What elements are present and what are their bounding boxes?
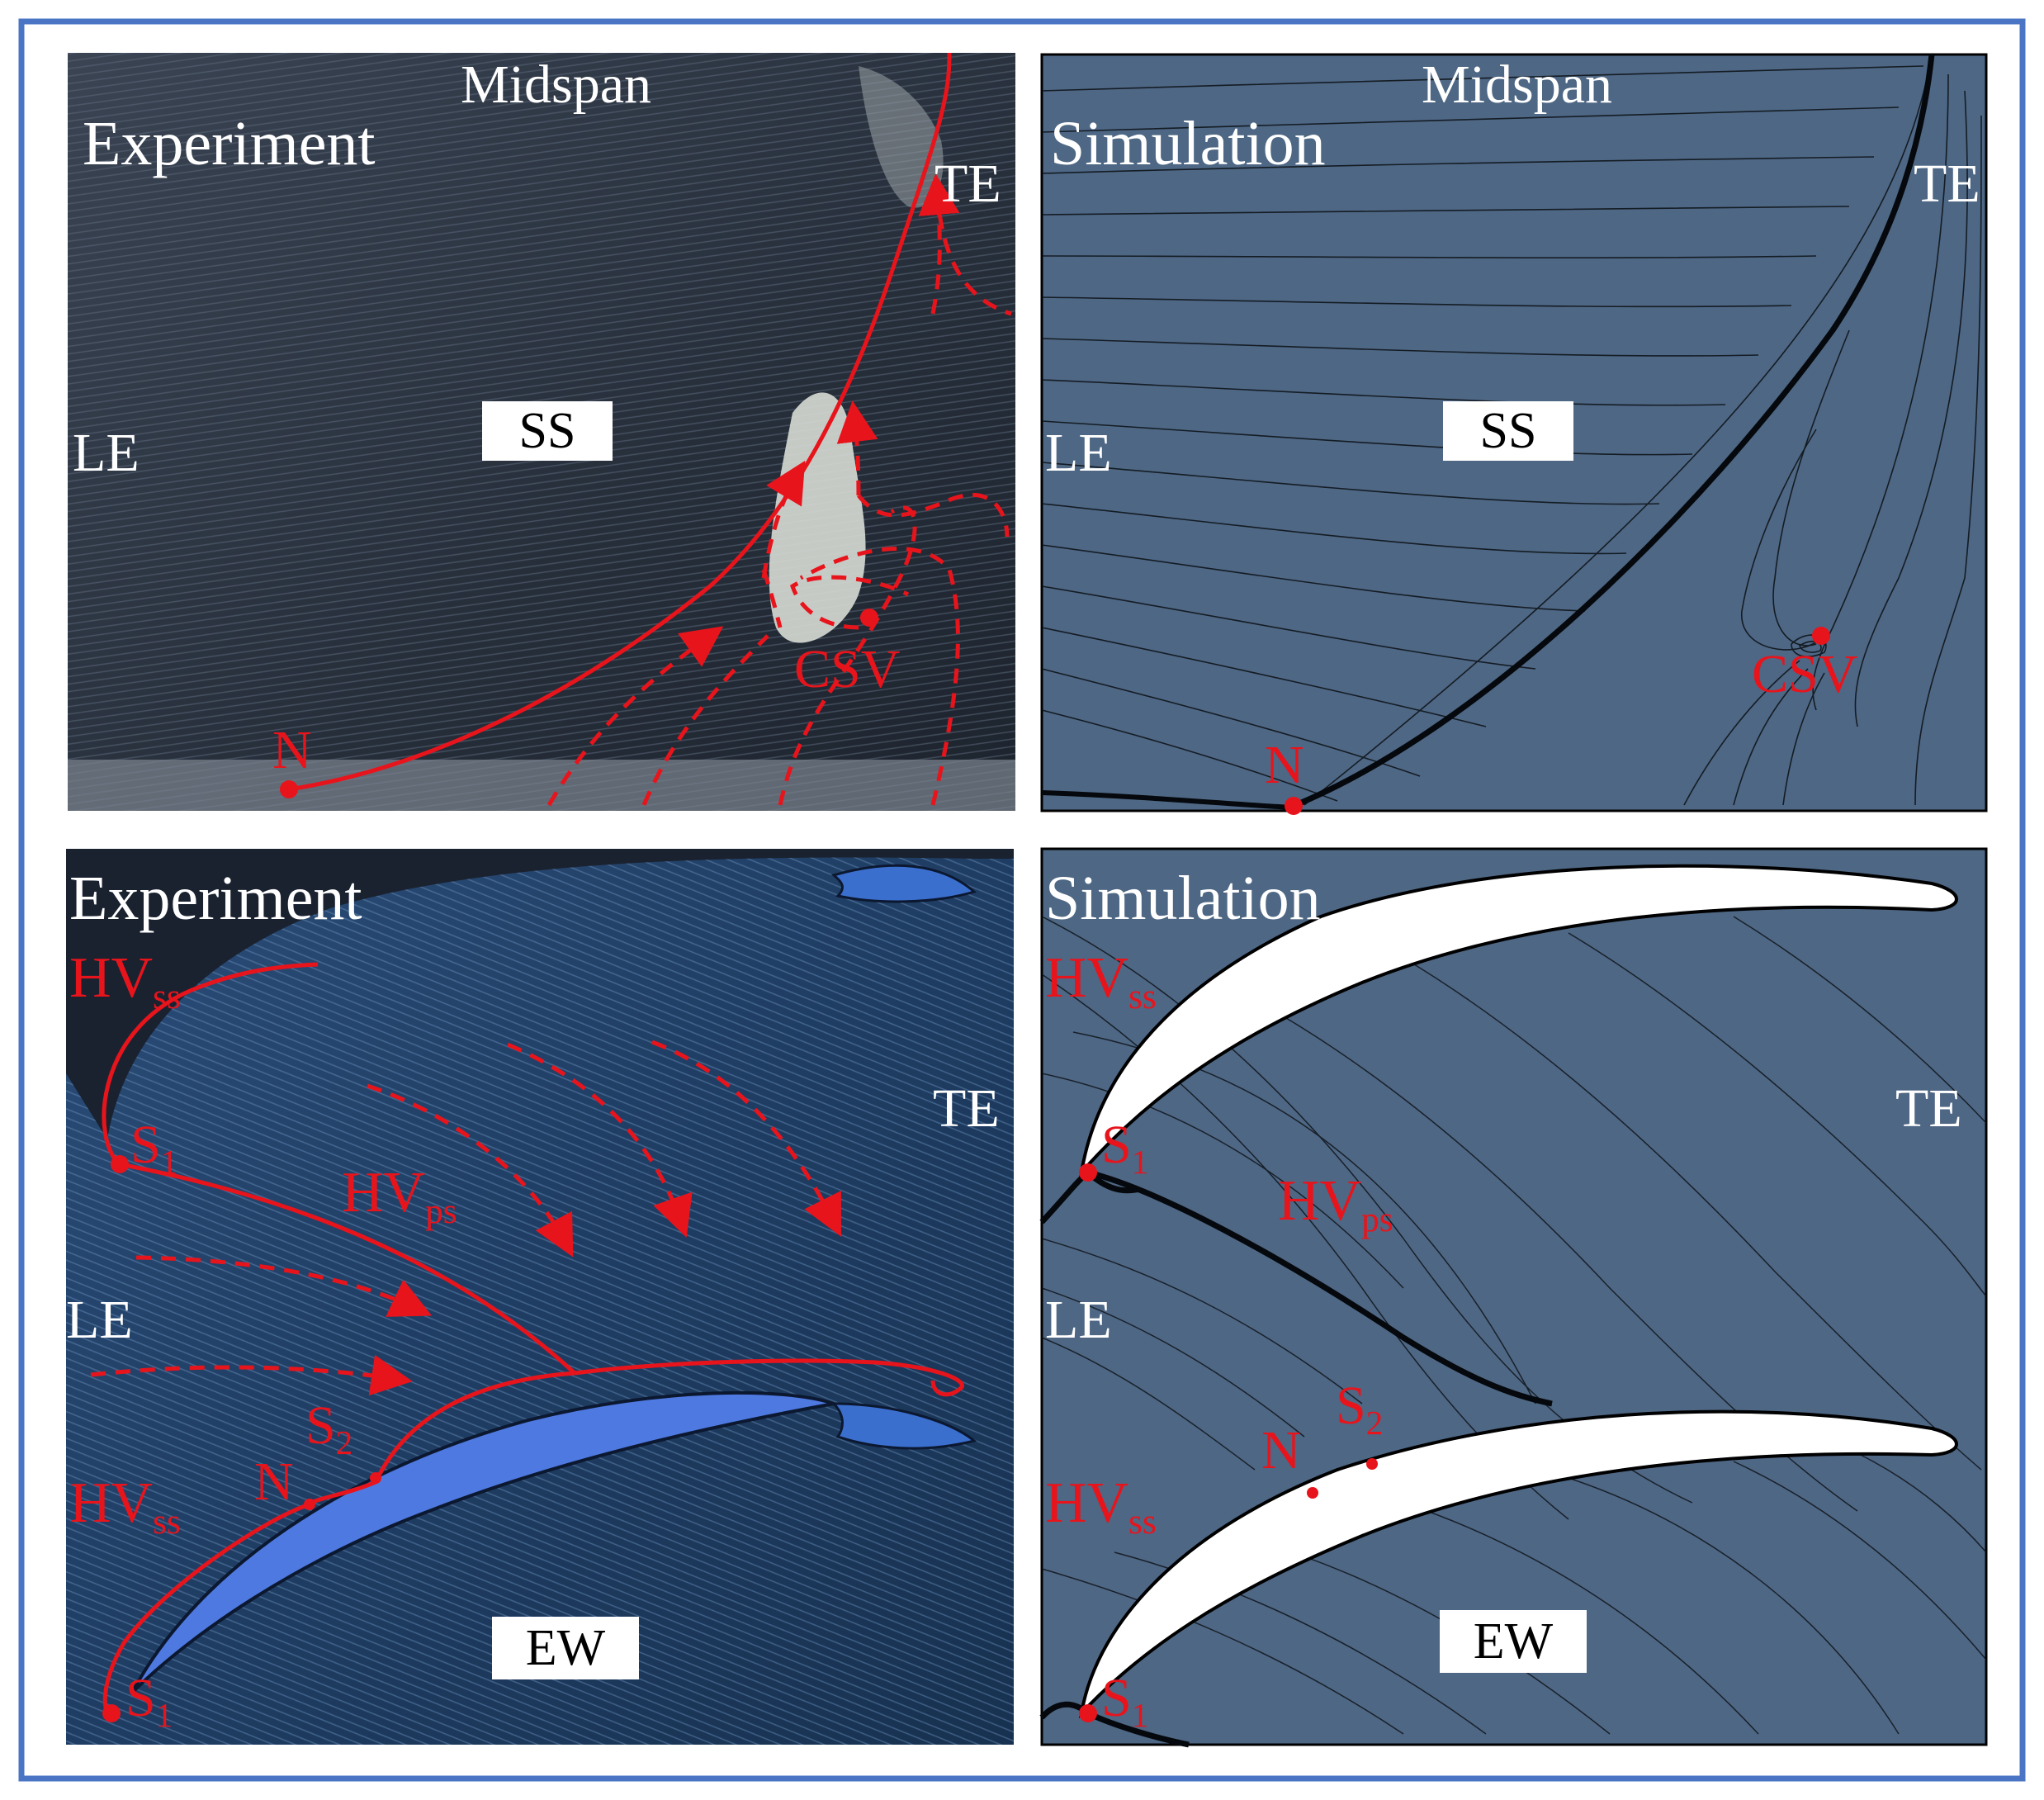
- bl-ew-badge: EW: [492, 1617, 639, 1679]
- panel-top-left-graphics: [68, 52, 1015, 811]
- br-upper-blade: [1078, 864, 1958, 1178]
- tr-te-label: TE: [1914, 154, 1980, 214]
- tl-white-deposit: [769, 392, 866, 643]
- bl-n-label: N: [254, 1452, 294, 1512]
- tl-separation-line: [288, 52, 952, 792]
- bl-upper-blade-te: [830, 864, 977, 903]
- bl-s1-lower-main: S: [125, 1668, 156, 1728]
- br-hv-ss-lower-sub: ss: [1128, 1501, 1157, 1542]
- bl-hv-ps-sub: ps: [425, 1191, 457, 1231]
- tl-ss-text: SS: [518, 402, 576, 459]
- tr-le-label: LE: [1045, 423, 1112, 483]
- tr-midspan-label: Midspan: [1422, 54, 1612, 115]
- br-hv-ss-upper-sub: ss: [1128, 976, 1157, 1016]
- br-hv-ps-label: HVps: [1278, 1169, 1393, 1238]
- bl-s1-upper-main: S: [130, 1115, 161, 1175]
- panel-bottom-left-graphics: [66, 849, 1014, 1745]
- bl-s1-lower-label: S1: [125, 1668, 173, 1733]
- tl-le-label: LE: [73, 423, 140, 483]
- tr-separation-line: [1292, 54, 1935, 809]
- bl-te-label: TE: [933, 1078, 1000, 1139]
- tl-ss-badge: SS: [482, 401, 613, 461]
- bl-ew-text: EW: [525, 1619, 606, 1676]
- tl-n-label: N: [272, 720, 312, 780]
- br-s1-upper-label: S1: [1101, 1115, 1148, 1180]
- bl-hv-ps-label: HVps: [342, 1161, 457, 1229]
- tl-te-label: TE: [934, 154, 1001, 214]
- br-s2-point: [1366, 1458, 1378, 1470]
- br-s1-lower-sub: 1: [1131, 1697, 1149, 1735]
- br-s1-upper-main: S: [1101, 1115, 1132, 1175]
- bl-s1-upper-point: [111, 1155, 129, 1173]
- tr-csv-label: CSV: [1752, 644, 1858, 704]
- bl-le-label: LE: [66, 1290, 133, 1350]
- bl-s1-upper-sub: 1: [160, 1144, 178, 1182]
- br-n-point: [1307, 1487, 1318, 1499]
- br-hv-ss-lower-main: HV: [1045, 1471, 1129, 1535]
- br-le-label: LE: [1045, 1290, 1112, 1350]
- bl-upper-blade: [66, 849, 1014, 1139]
- bl-s2-label: S2: [305, 1399, 352, 1461]
- bl-hv-ps-main: HV: [342, 1161, 426, 1224]
- bl-s1-upper-label: S1: [130, 1115, 177, 1180]
- tl-csv-label: CSV: [794, 639, 901, 699]
- tl-title: Experiment: [83, 109, 376, 178]
- outer-frame: [18, 18, 2026, 1782]
- br-s2-main: S: [1336, 1376, 1366, 1436]
- br-s1-upper-point: [1079, 1163, 1097, 1182]
- br-n-label: N: [1261, 1420, 1301, 1480]
- br-s1-lower-label: S1: [1101, 1668, 1148, 1733]
- br-ew-badge: EW: [1440, 1610, 1587, 1673]
- tl-csv-point: [860, 609, 878, 627]
- br-hv-ps-main: HV: [1278, 1169, 1362, 1233]
- bl-lower-blade-te: [830, 1402, 977, 1450]
- bl-hv-ss-upper-label: HVss: [69, 950, 181, 1015]
- br-s1-upper-sub: 1: [1131, 1144, 1149, 1182]
- bl-s2-sub: 2: [335, 1424, 353, 1462]
- br-s2-sub: 2: [1365, 1404, 1384, 1442]
- tr-csv-point: [1812, 627, 1830, 645]
- tr-node-n: [1285, 797, 1303, 815]
- bl-hv-ss-upper-main: HV: [69, 946, 154, 1010]
- bl-hv-ss-lower-sub: ss: [153, 1501, 181, 1542]
- bl-s1-lower-sub: 1: [155, 1697, 173, 1735]
- br-hv-ss-upper-label: HVss: [1045, 950, 1157, 1015]
- br-hv-ss-lower-label: HVss: [1045, 1475, 1157, 1540]
- tl-midspan-label: Midspan: [461, 54, 651, 115]
- tr-ss-text: SS: [1479, 402, 1537, 459]
- bl-s1-lower-point: [102, 1704, 121, 1722]
- tr-n-label: N: [1265, 735, 1304, 795]
- bl-hv-ss-upper-sub: ss: [153, 976, 181, 1016]
- br-title: Simulation: [1045, 864, 1321, 933]
- br-s1-lower-main: S: [1101, 1668, 1132, 1728]
- br-lower-blade: [1078, 1409, 1958, 1719]
- bl-n-point: [304, 1499, 315, 1510]
- bl-hv-ss-lower-main: HV: [69, 1471, 154, 1535]
- tl-node-n: [280, 780, 298, 798]
- br-s1-lower-point: [1079, 1704, 1097, 1722]
- bl-hv-ss-lower-label: HVss: [69, 1475, 181, 1540]
- br-te-label: TE: [1895, 1078, 1962, 1139]
- br-hv-ps-sub: ps: [1361, 1199, 1393, 1239]
- bl-s2-point: [370, 1472, 381, 1484]
- br-ew-text: EW: [1473, 1613, 1554, 1670]
- tr-title: Simulation: [1050, 109, 1326, 178]
- tr-ss-badge: SS: [1443, 401, 1573, 461]
- bl-title: Experiment: [69, 864, 362, 933]
- br-s2-label: S2: [1336, 1376, 1383, 1441]
- panel-bottom-right-graphics: [1039, 847, 1988, 1748]
- br-hv-ss-upper-main: HV: [1045, 946, 1129, 1010]
- bl-s2-main: S: [305, 1395, 336, 1456]
